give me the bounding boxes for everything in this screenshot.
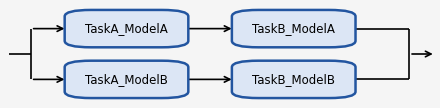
Text: TaskA_ModelA: TaskA_ModelA — [85, 22, 168, 35]
Text: TaskB_ModelB: TaskB_ModelB — [252, 73, 335, 86]
Text: TaskA_ModelB: TaskA_ModelB — [85, 73, 168, 86]
FancyBboxPatch shape — [232, 10, 356, 47]
FancyBboxPatch shape — [65, 10, 188, 47]
FancyBboxPatch shape — [232, 61, 356, 98]
FancyBboxPatch shape — [65, 61, 188, 98]
Text: TaskB_ModelA: TaskB_ModelA — [252, 22, 335, 35]
